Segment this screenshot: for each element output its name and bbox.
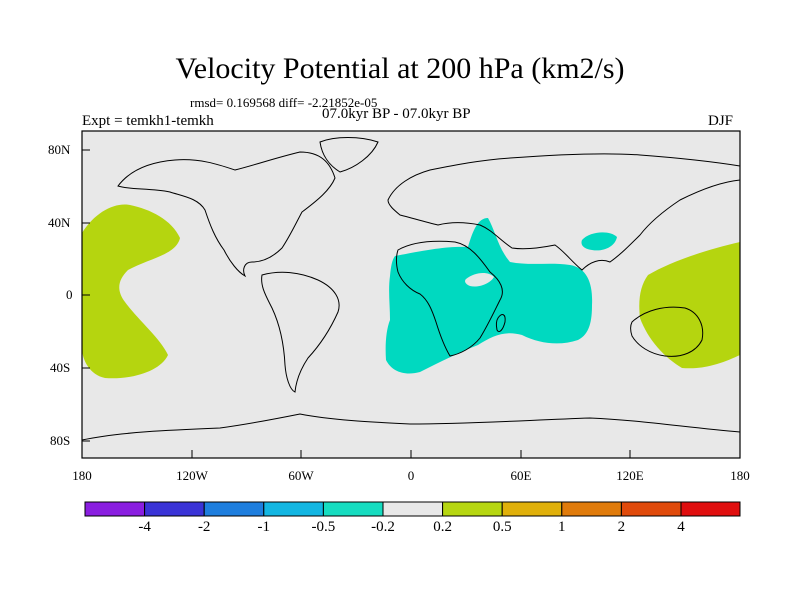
lon-label-120e: 120E: [616, 468, 644, 483]
lat-label-80s: 80S: [50, 433, 71, 448]
colorbar-label-4: -0.5: [311, 519, 336, 535]
neutral-gap-horn-of-africa: [465, 273, 494, 287]
negative-region-bay-of-bengal: [581, 232, 617, 251]
season-label: DJF: [708, 113, 734, 129]
latitude-ticks: [82, 149, 90, 442]
colorbar-box-8: [501, 501, 563, 517]
colorbar-label-3: -1: [257, 519, 271, 535]
period-label: 07.0kyr BP - 07.0kyr BP: [322, 106, 471, 122]
colorbar-box-5: [322, 501, 384, 517]
coastline-africa: [396, 240, 503, 357]
colorbar-label-6: 0.2: [433, 519, 452, 535]
lon-label-0: 0: [407, 468, 415, 483]
negative-region-indian-ocean: [385, 218, 593, 374]
stats-line: rmsd= 0.169568 diff= -2.21852e-05: [190, 95, 378, 110]
lat-label-0: 0: [66, 287, 73, 302]
lon-label-120w: 120W: [176, 468, 208, 483]
colorbar-box-10: [620, 501, 682, 517]
colorbar: [84, 501, 741, 517]
colorbar-label-2: -2: [197, 519, 211, 535]
colorbar-box-7: [442, 501, 503, 517]
map-title: Velocity Potential at 200 hPa (km2/s): [175, 52, 625, 85]
lon-label-60w: 60W: [288, 468, 314, 483]
coastline-madagascar: [495, 314, 506, 333]
lon-label-60e: 60E: [510, 468, 532, 483]
coastline-north-america: [117, 151, 336, 278]
colorbar-label-1: -4: [138, 519, 151, 535]
colorbar-box-1: [84, 501, 146, 517]
colorbar-label-10: 4: [677, 519, 685, 535]
lon-label-180e: 180: [730, 468, 750, 483]
colorbar-box-6: [382, 501, 444, 517]
colorbar-box-3: [203, 501, 265, 517]
colorbar-label-8: 1: [558, 519, 566, 535]
colorbar-box-9: [561, 501, 622, 517]
colorbar-box-2: [144, 501, 205, 517]
lon-label-180w: 180: [72, 468, 92, 483]
lat-label-40s: 40S: [50, 360, 71, 375]
colorbar-box-4: [263, 501, 324, 517]
longitude-ticks: [81, 450, 741, 458]
lat-label-40n: 40N: [48, 215, 71, 230]
coastline-greenland: [319, 137, 379, 173]
coastlines: [81, 137, 741, 441]
coastline-south-america: [261, 271, 340, 393]
colorbar-label-7: 0.5: [492, 519, 512, 535]
coastline-australia: [630, 306, 704, 357]
positive-region-east-pacific: [82, 204, 180, 379]
coastline-eurasia: [387, 153, 741, 271]
coastline-antarctica: [81, 413, 741, 441]
colorbar-label-5: -0.2: [371, 519, 395, 535]
positive-region-west-pacific: [639, 242, 740, 369]
colorbar-label-9: 2: [617, 519, 626, 535]
lat-label-80n: 80N: [48, 142, 71, 157]
experiment-label: Expt = temkh1-temkh: [82, 113, 214, 129]
colorbar-box-11: [680, 501, 741, 517]
